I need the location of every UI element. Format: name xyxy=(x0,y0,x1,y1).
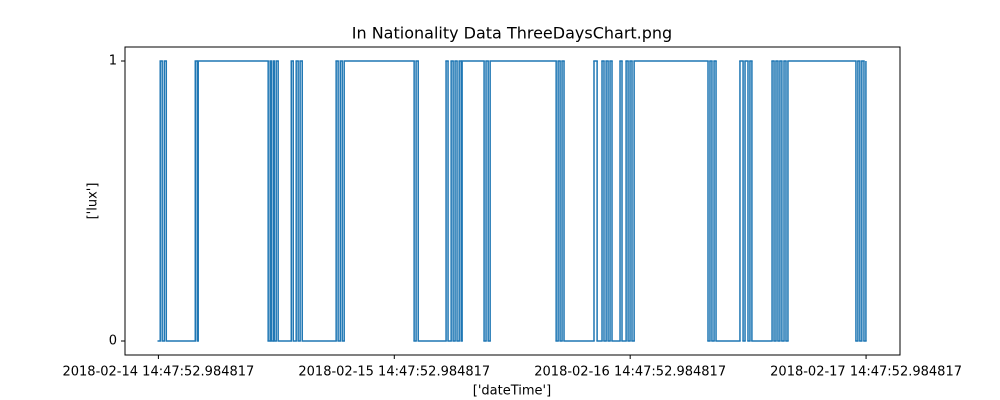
x-tick-label: 2018-02-16 14:47:52.984817 xyxy=(534,365,726,380)
x-tick-label: 2018-02-15 14:47:52.984817 xyxy=(298,365,490,380)
y-tick-label: 1 xyxy=(109,54,117,69)
y-tick-label: 0 xyxy=(109,334,117,349)
axes-frame xyxy=(124,46,901,356)
chart-title: In Nationality Data ThreeDaysChart.png xyxy=(352,24,672,43)
x-axis-label: ['dateTime'] xyxy=(473,384,551,399)
x-tick-label: 2018-02-17 14:47:52.984817 xyxy=(770,365,962,380)
plot-area xyxy=(157,60,867,342)
y-axis-label: ['lux'] xyxy=(86,183,101,220)
x-tick-label: 2018-02-14 14:47:52.984817 xyxy=(62,365,254,380)
